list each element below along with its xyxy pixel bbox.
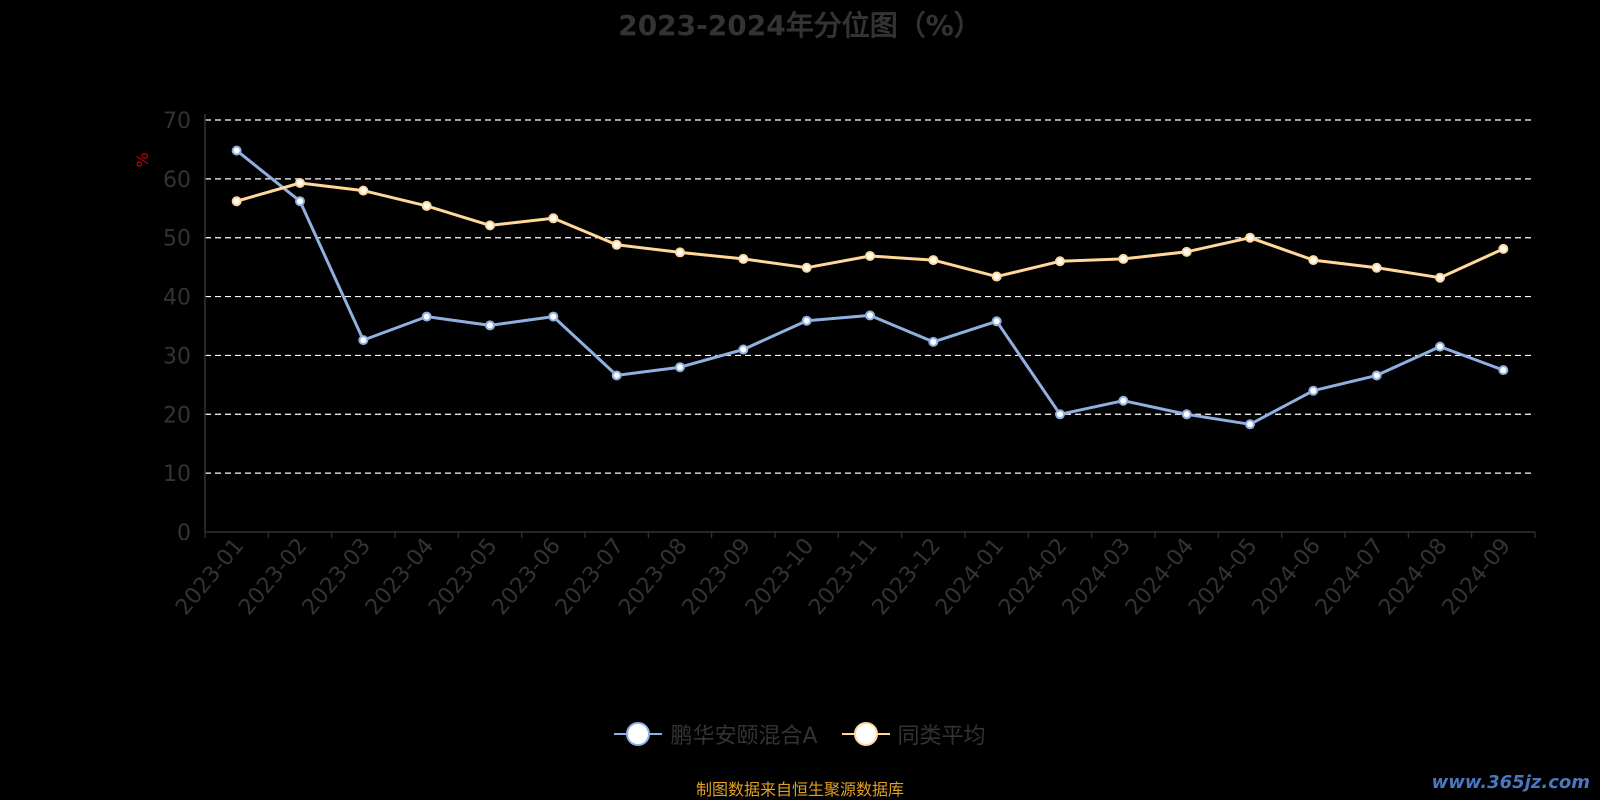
data-point-series-2 [1435, 272, 1445, 283]
y-tick-label-40: 40 [163, 286, 191, 311]
y-tick-label-60: 60 [163, 168, 191, 193]
source-note: 制图数据来自恒生聚源数据库 [695, 780, 904, 799]
data-point-series-1 [1308, 385, 1319, 396]
y-tick-label-70: 70 [163, 109, 191, 134]
legend-label-series-1: 鹏华安颐混合A [670, 724, 818, 749]
data-point-series-1 [738, 344, 749, 355]
data-point-series-2 [485, 220, 495, 231]
y-tick-label-20: 20 [163, 403, 191, 428]
legend-item-series-2[interactable]: 同类平均 [841, 718, 986, 750]
y-tick-label-10: 10 [163, 462, 191, 487]
data-point-series-2 [991, 271, 1002, 282]
data-point-series-2 [1371, 262, 1382, 273]
data-point-series-2 [738, 253, 749, 264]
legend-marker-series-1 [614, 722, 663, 746]
data-point-series-1 [295, 196, 305, 207]
data-point-series-1 [1245, 419, 1255, 430]
data-point-series-1 [485, 320, 495, 331]
data-point-series-2 [675, 247, 685, 258]
data-point-series-2 [1308, 255, 1319, 266]
data-point-series-2 [865, 250, 875, 261]
y-axis-label: % [133, 152, 152, 167]
data-point-series-2 [928, 255, 939, 266]
data-point-series-1 [928, 336, 939, 347]
series-line-1 [235, 149, 1504, 426]
data-point-series-1 [865, 310, 875, 321]
data-point-series-2 [1055, 256, 1065, 267]
legend-marker-series-2 [841, 722, 890, 746]
data-point-series-1 [1371, 370, 1382, 381]
data-point-series-2 [231, 196, 242, 207]
data-point-series-1 [1435, 341, 1445, 352]
watermark: www.365jz.com [1431, 772, 1590, 793]
data-point-series-1 [801, 315, 812, 326]
legend-item-series-1[interactable]: 鹏华安颐混合A [614, 718, 818, 750]
data-point-series-1 [611, 370, 622, 381]
data-point-series-1 [1118, 395, 1129, 406]
data-point-series-1 [1181, 409, 1192, 420]
legend-label-series-2: 同类平均 [897, 724, 986, 749]
data-point-series-2 [1118, 253, 1129, 264]
data-point-series-2 [801, 262, 812, 273]
data-point-series-2 [611, 239, 622, 250]
data-point-series-2 [548, 213, 559, 224]
y-tick-label-0: 0 [177, 521, 191, 546]
legend: 鹏华安颐混合A 同类平均 [0, 718, 1600, 750]
data-point-series-2 [358, 185, 369, 196]
x-tick-label: 2024-09 [1438, 534, 1516, 620]
data-point-series-2 [295, 177, 305, 188]
y-tick-label-30: 30 [163, 344, 191, 369]
chart-title: 2023-2024年分位图（%） [618, 9, 982, 42]
data-point-series-2 [1498, 243, 1509, 254]
data-point-series-1 [421, 311, 432, 322]
y-tick-label-50: 50 [163, 227, 191, 252]
data-point-series-1 [231, 145, 242, 156]
data-point-series-2 [1181, 246, 1192, 257]
data-point-series-1 [548, 311, 559, 322]
data-point-series-2 [1245, 232, 1255, 243]
data-point-series-1 [1498, 365, 1509, 376]
data-point-series-1 [675, 362, 685, 373]
data-point-series-1 [991, 316, 1002, 327]
data-point-series-1 [358, 335, 369, 346]
data-point-series-1 [1055, 409, 1065, 420]
data-point-series-2 [421, 200, 432, 211]
